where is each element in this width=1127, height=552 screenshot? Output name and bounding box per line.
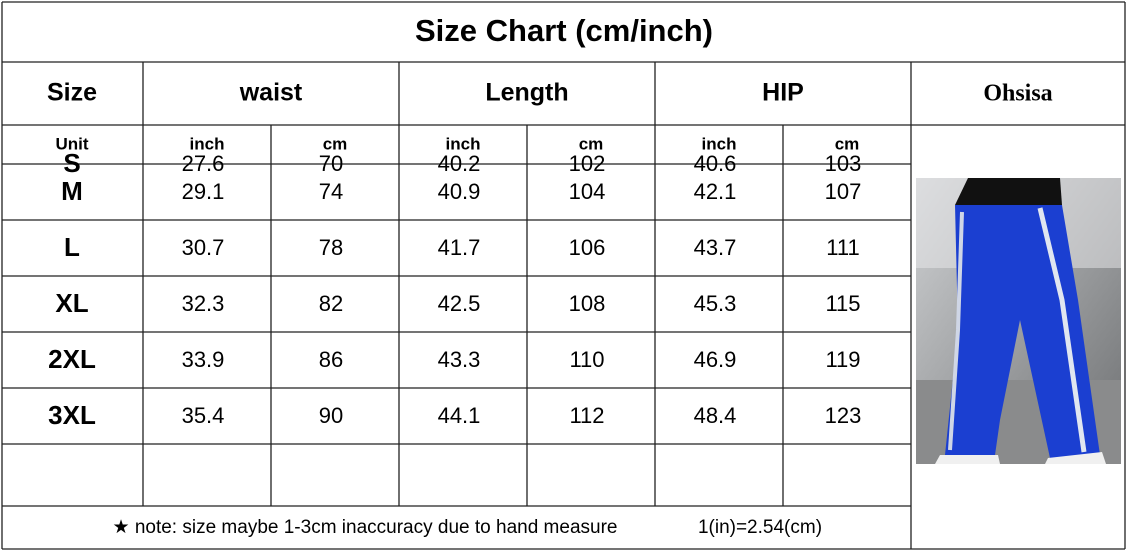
cell-value: 44.1 [438,403,481,428]
cell-value: 40.2 [438,151,481,176]
cell-value: 108 [569,291,606,316]
header-group: Length [485,79,568,107]
cell-value: 82 [319,291,343,316]
unit: inch [446,134,481,153]
cell-value: 42.1 [694,179,737,204]
cell-value: 70 [319,151,343,176]
cell-value: 119 [825,347,860,372]
conversion: 1(in)=2.54(cm) [698,517,822,538]
cell-value: 106 [569,235,606,260]
header-size: Size [47,79,97,107]
title: Size Chart (cm/inch) [415,13,713,48]
cell-value: 33.9 [182,347,225,372]
product-photo [916,178,1121,464]
size-label: XL [55,288,88,318]
unit: inch [190,134,225,153]
cell-value: 86 [319,347,343,372]
cell-value: 107 [825,179,862,204]
unit: inch [702,134,737,153]
size-label: 2XL [48,344,96,374]
cell-value: 27.6 [182,151,225,176]
cell-value: 35.4 [182,403,225,428]
cell-value: 43.7 [694,235,737,260]
cell-value: 90 [319,403,343,428]
note: ★ note: size maybe 1-3cm inaccuracy due … [113,517,618,538]
cell-value: 30.7 [182,235,225,260]
cell-value: 123 [825,403,862,428]
header-group: waist [239,79,303,107]
unit: cm [579,134,604,153]
cell-value: 74 [319,179,343,204]
cell-value: 29.1 [182,179,225,204]
size-label: S [63,148,80,178]
cell-value: 103 [825,151,862,176]
cell-value: 41.7 [438,235,481,260]
cell-value: 104 [569,179,606,204]
cell-value: 110 [569,347,604,372]
cell-value: 48.4 [694,403,737,428]
cell-value: 112 [569,403,604,428]
unit: cm [835,134,860,153]
cell-value: 115 [825,291,860,316]
cell-value: 46.9 [694,347,737,372]
size-label: L [64,232,80,262]
brand: Ohsisa [983,81,1052,107]
cell-value: 78 [319,235,343,260]
cell-value: 111 [826,235,859,260]
unit-label: Unit [55,134,88,153]
cell-value: 102 [569,151,606,176]
cell-value: 45.3 [694,291,737,316]
cell-value: 32.3 [182,291,225,316]
unit: cm [323,134,348,153]
cell-value: 43.3 [438,347,481,372]
size-label: 3XL [48,400,96,430]
cell-value: 42.5 [438,291,481,316]
header-group: HIP [762,79,804,107]
cell-value: 40.9 [438,179,481,204]
cell-value: 40.6 [694,151,737,176]
size-label: M [61,176,83,206]
